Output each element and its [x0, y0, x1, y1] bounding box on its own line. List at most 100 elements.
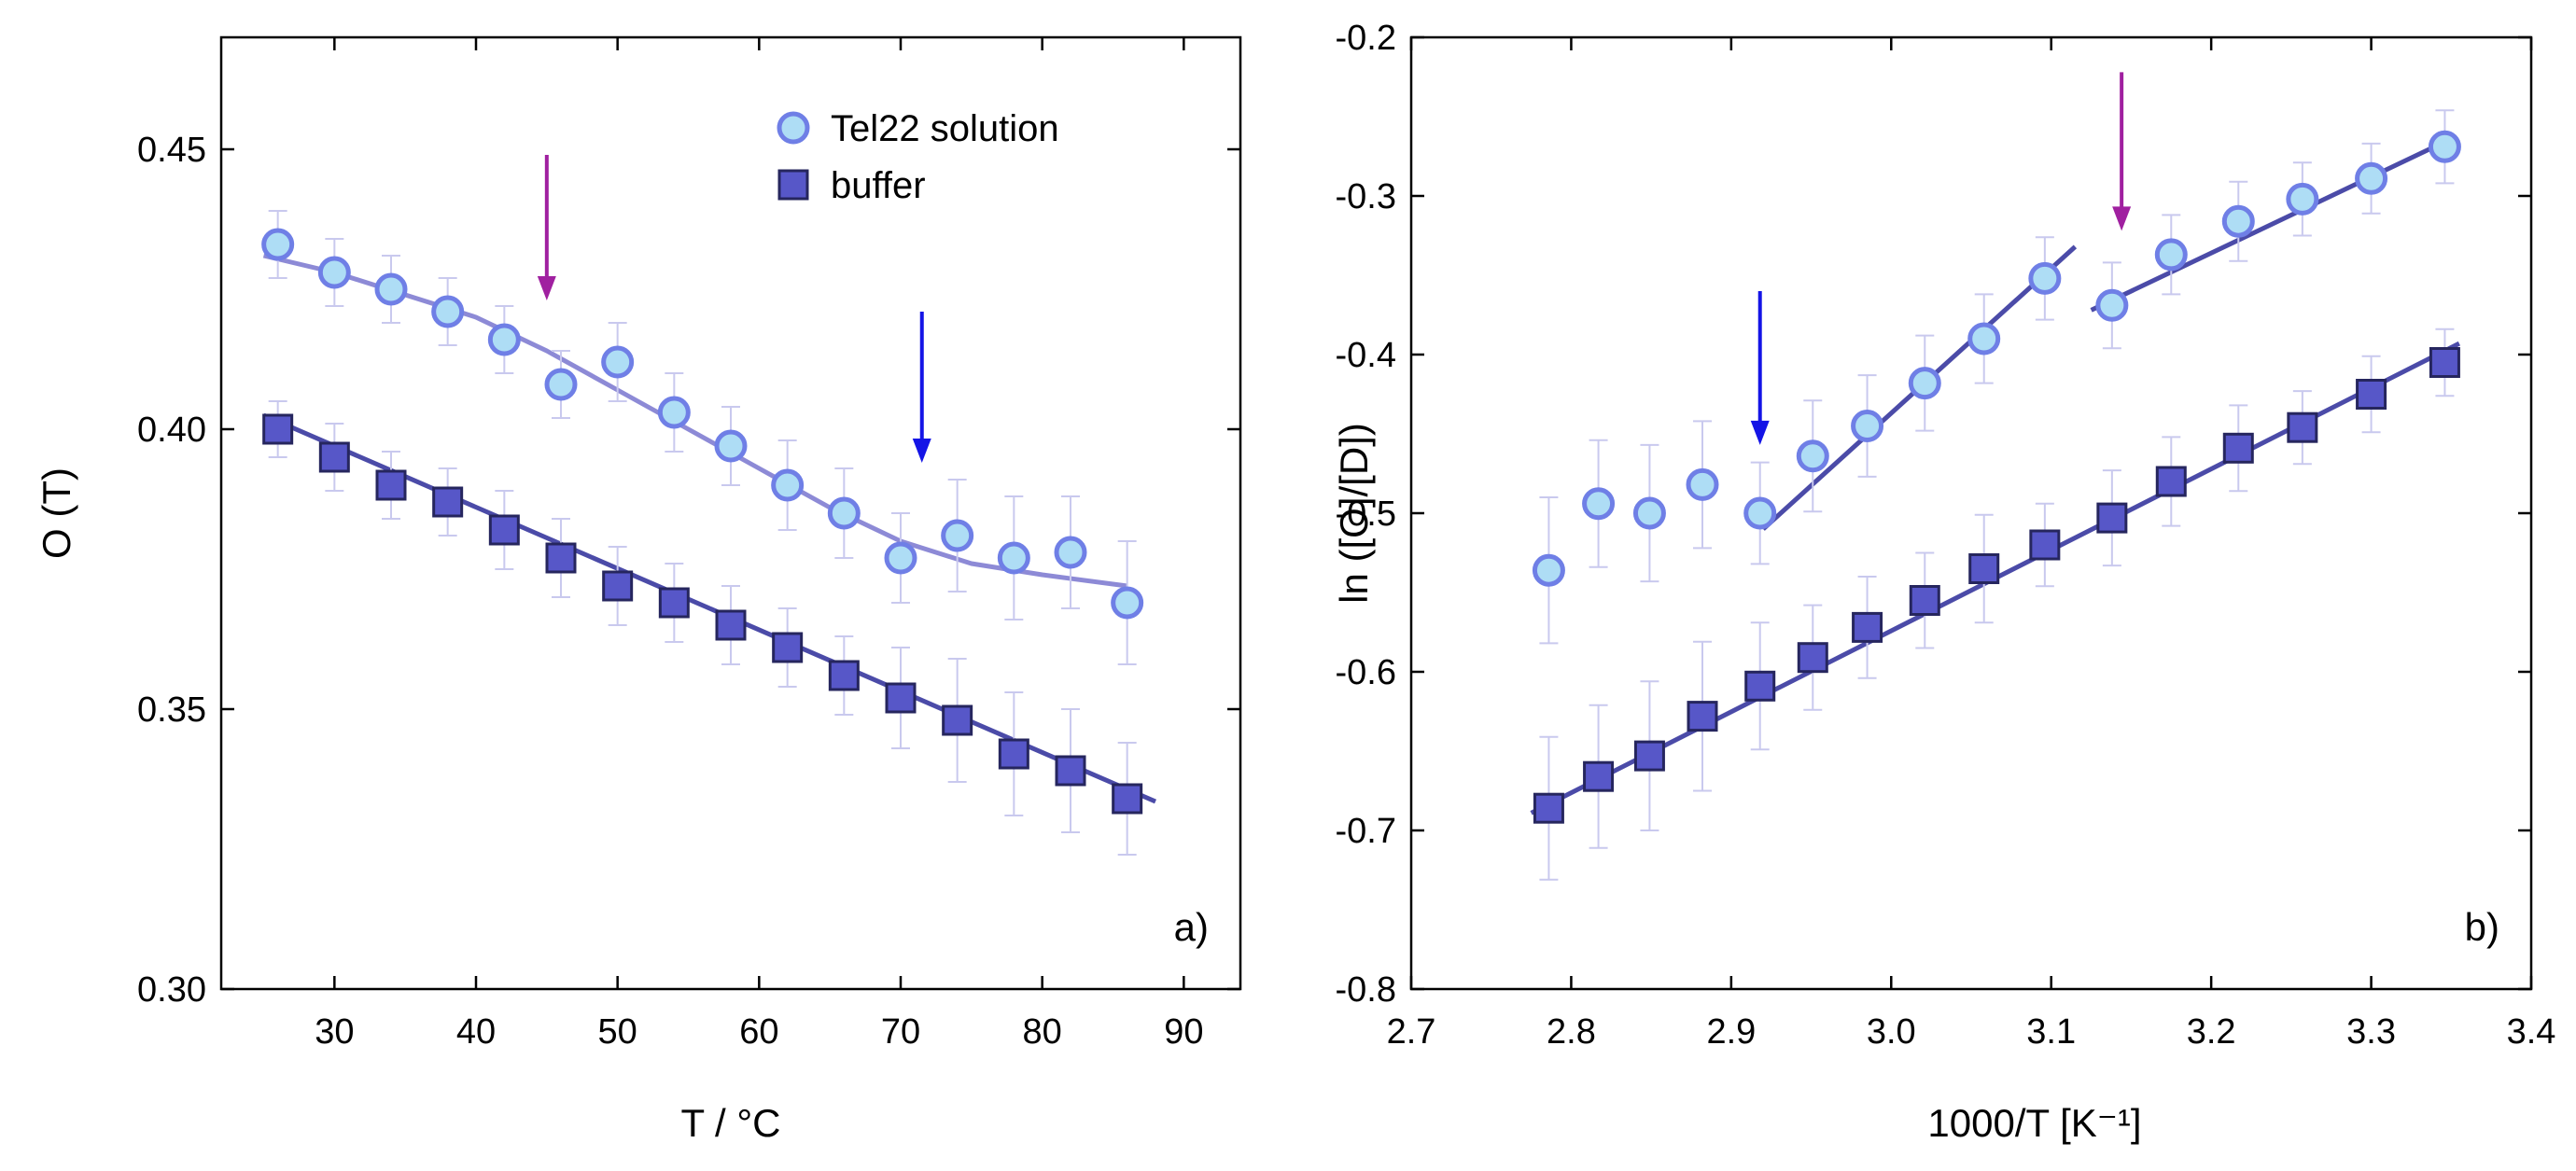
data-point-circle: [2221, 204, 2255, 238]
data-point-square: [2429, 347, 2460, 378]
series-tel22-solution: [1532, 109, 2461, 645]
data-point-circle: [2095, 288, 2129, 322]
data-point-square: [2096, 502, 2128, 534]
data-point-circle: [431, 295, 465, 328]
y-tick-label: -0.6: [1336, 653, 1396, 692]
data-point-circle: [1851, 410, 1884, 442]
data-point-circle: [771, 468, 805, 502]
data-point-square: [885, 682, 917, 714]
panel-a-xlabel: T / °C: [680, 1101, 780, 1145]
data-point-square: [1687, 701, 1718, 732]
data-point-circle: [1582, 487, 1616, 521]
arrow-head: [2112, 206, 2132, 231]
x-tick-label: 50: [598, 1012, 637, 1052]
x-tick-label: 70: [881, 1012, 920, 1052]
data-point-square: [1909, 585, 1940, 616]
panel-b-tag: b): [2465, 905, 2499, 949]
data-point-square: [942, 704, 973, 736]
data-point-circle: [827, 496, 861, 530]
data-point-square: [2155, 466, 2187, 497]
x-tick-label: 3.0: [1867, 1012, 1916, 1052]
data-point-square: [545, 542, 577, 574]
y-tick-label: -0.7: [1336, 812, 1396, 851]
arrow-head: [537, 276, 556, 300]
data-point-square: [375, 469, 407, 501]
data-point-circle: [1743, 496, 1777, 530]
data-point-circle: [544, 368, 578, 401]
transition-arrow: [912, 312, 931, 463]
legend-square-marker: [777, 169, 809, 201]
data-point-circle: [261, 228, 295, 261]
x-tick-label: 90: [1164, 1012, 1203, 1052]
y-tick-label: -0.5: [1336, 495, 1396, 534]
data-point-square: [772, 632, 804, 663]
data-point-square: [2222, 432, 2254, 464]
data-point-square: [1533, 792, 1564, 824]
data-point-square: [432, 486, 464, 518]
data-point-square: [2287, 411, 2318, 443]
data-point-circle: [2154, 238, 2188, 272]
x-tick-label: 2.8: [1547, 1012, 1596, 1052]
x-tick-label: 3.3: [2346, 1012, 2396, 1052]
fit-line-tel22: [2090, 136, 2453, 313]
data-point-circle: [997, 541, 1030, 575]
data-point-square: [715, 609, 747, 641]
x-tick-label: 3.1: [2026, 1012, 2076, 1052]
panel-b-xlabel: 1000/T [K⁻¹]: [1927, 1101, 2141, 1145]
series-buffer: [262, 400, 1143, 856]
data-point-square: [1968, 553, 2000, 584]
data-point-square: [2356, 379, 2387, 410]
data-point-square: [1797, 642, 1828, 674]
x-tick-label: 30: [315, 1012, 354, 1052]
data-point-circle: [714, 429, 748, 463]
transition-arrow: [537, 155, 556, 300]
data-point-circle: [941, 519, 974, 552]
legend-label-tel22: Tel22 solution: [831, 108, 1059, 149]
data-point-circle: [884, 541, 917, 575]
data-point-square: [998, 738, 1029, 770]
x-tick-label: 60: [739, 1012, 778, 1052]
legend-label-buffer: buffer: [831, 165, 926, 206]
data-point-circle: [1796, 439, 1829, 473]
y-tick-label: 0.35: [137, 690, 206, 730]
data-point-square: [318, 441, 350, 473]
panel-b: 1000/T [K⁻¹] ln ([O]/[D]) b) 2.7 2.8 2.9 3.…: [1332, 19, 2555, 1145]
panel-b-ylabel: ln ([O]/[D]): [1332, 423, 1376, 604]
x-tick-label: 2.7: [1387, 1012, 1436, 1052]
data-point-square: [828, 660, 860, 691]
data-point-square: [1852, 611, 1883, 643]
series-buffer: [1533, 328, 2460, 881]
transition-arrow: [2112, 72, 2132, 231]
data-point-circle: [2428, 130, 2461, 163]
data-point-circle: [601, 345, 635, 379]
arrow-head: [1750, 420, 1770, 445]
data-point-circle: [487, 323, 521, 356]
panel-a: T / °C O (T) a) Tel22 solution buffer 30…: [35, 35, 1242, 1145]
data-point-circle: [2286, 182, 2319, 216]
y-tick-label: 0.30: [137, 970, 206, 1010]
y-tick-label: 0.45: [137, 131, 206, 170]
y-tick-label: -0.4: [1336, 336, 1396, 375]
x-tick-label: 40: [456, 1012, 496, 1052]
x-tick-label: 3.4: [2507, 1012, 2556, 1052]
legend: Tel22 solution buffer: [777, 108, 1059, 206]
legend-circle-marker: [777, 111, 810, 145]
data-point-circle: [1054, 536, 1087, 569]
panel-b-ticks: 2.7 2.8 2.9 3.0 3.1 3.2 3.3 3.4 -0.8 -0.7 -0.6 -0.5…: [1336, 19, 2556, 1052]
data-point-square: [1583, 760, 1615, 792]
data-point-square: [2029, 529, 2061, 561]
y-tick-label: -0.8: [1336, 970, 1396, 1010]
panel-a-frame: [219, 35, 1242, 991]
data-point-circle: [657, 396, 691, 429]
data-point-square: [602, 570, 634, 602]
transition-arrow: [1750, 291, 1770, 445]
data-point-circle: [1632, 496, 1666, 530]
data-point-square: [1633, 740, 1665, 772]
data-point-square: [1055, 755, 1086, 787]
arrow-head: [912, 439, 931, 463]
x-tick-label: 80: [1023, 1012, 1062, 1052]
x-tick-label: 2.9: [1706, 1012, 1756, 1052]
data-point-square: [1112, 783, 1143, 815]
data-point-circle: [1532, 553, 1565, 587]
